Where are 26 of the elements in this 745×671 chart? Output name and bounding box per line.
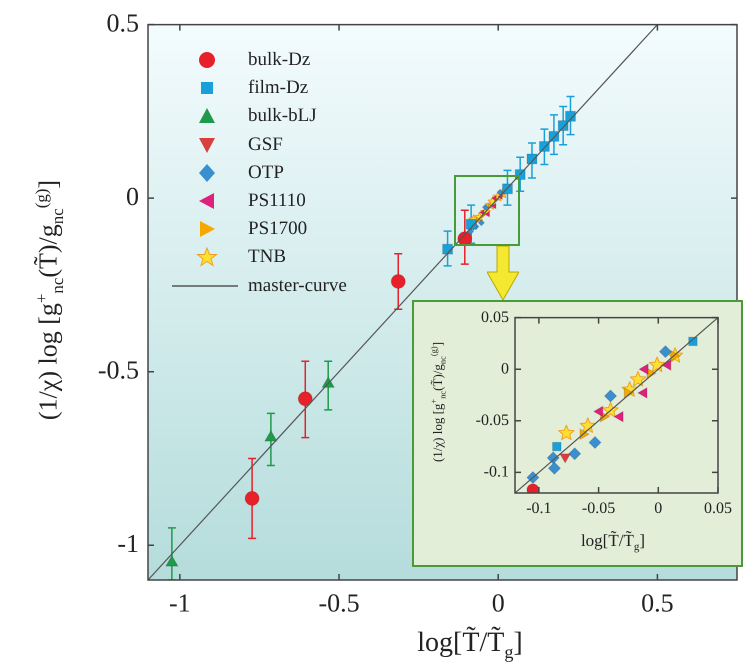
x-tick-label: -1 [169, 588, 191, 618]
legend-label: film-Dz [248, 77, 308, 100]
y-tick-label: -1 [117, 529, 139, 558]
x-tick-label: 0.05 [704, 500, 732, 517]
legend-label: TNB [248, 246, 286, 268]
legend-label: GSF [248, 134, 283, 156]
legend-label: bulk-bLJ [248, 105, 317, 128]
legend-label: PS1110 [248, 190, 306, 212]
x-tick-label: -0.1 [526, 500, 552, 517]
y-tick-label: 0.5 [106, 8, 139, 38]
y-tick-label: 0 [126, 182, 139, 211]
y-tick-label: 0 [501, 360, 509, 378]
x-tick-label: 0.5 [641, 588, 674, 618]
x-tick-label: -0.05 [582, 500, 616, 517]
y-tick-label: 0.05 [481, 308, 509, 326]
y-tick-label: -0.05 [476, 412, 509, 429]
x-axis-title: log[T̃/T̃$_{g}$] [580, 530, 646, 554]
x-tick-label: -0.5 [318, 588, 360, 618]
legend-label: master-curve [248, 274, 347, 297]
legend-label: PS1700 [248, 218, 308, 240]
legend-label: OTP [248, 162, 284, 184]
y-tick-label: -0.1 [484, 464, 509, 481]
x-tick-label: 0 [654, 500, 662, 517]
x-axis-title: log[T̃/T̃$_{g}$] [417, 627, 523, 663]
y-tick-label: -0.5 [98, 356, 139, 385]
legend-label: bulk-Dz [248, 49, 310, 72]
